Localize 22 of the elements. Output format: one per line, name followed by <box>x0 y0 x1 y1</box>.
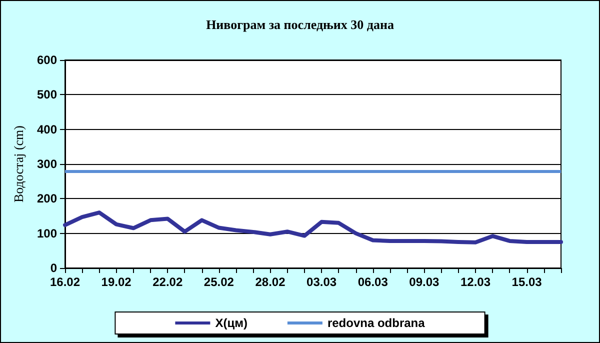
y-tick-label: 100 <box>36 226 58 240</box>
y-tick-label: 500 <box>36 88 58 102</box>
x-tick-label: 25.02 <box>204 275 234 289</box>
chart-title: Нивограм за последњих 30 дана <box>206 17 394 32</box>
legend-label: X(цм) <box>215 316 248 330</box>
x-tick-label: 06.03 <box>358 275 388 289</box>
y-tick-label: 200 <box>36 192 58 206</box>
x-tick-label: 19.02 <box>101 275 132 289</box>
x-tick-label: 12.03 <box>460 275 491 289</box>
y-tick-label: 0 <box>50 261 58 275</box>
x-tick-label: 22.02 <box>152 275 183 289</box>
x-tick-label: 15.03 <box>512 275 542 289</box>
x-tick-label: 28.02 <box>255 275 286 289</box>
legend-label: redovna odbrana <box>327 316 426 330</box>
x-tick-label: 16.02 <box>50 275 80 289</box>
x-tick-label: 03.03 <box>306 275 337 289</box>
y-tick-label: 600 <box>36 53 58 67</box>
x-tick-label: 09.03 <box>409 275 440 289</box>
y-tick-label: 400 <box>36 122 58 136</box>
y-axis-title: Водостај (cm) <box>11 125 26 203</box>
line-series <box>63 210 563 244</box>
y-tick-label: 300 <box>36 157 58 171</box>
